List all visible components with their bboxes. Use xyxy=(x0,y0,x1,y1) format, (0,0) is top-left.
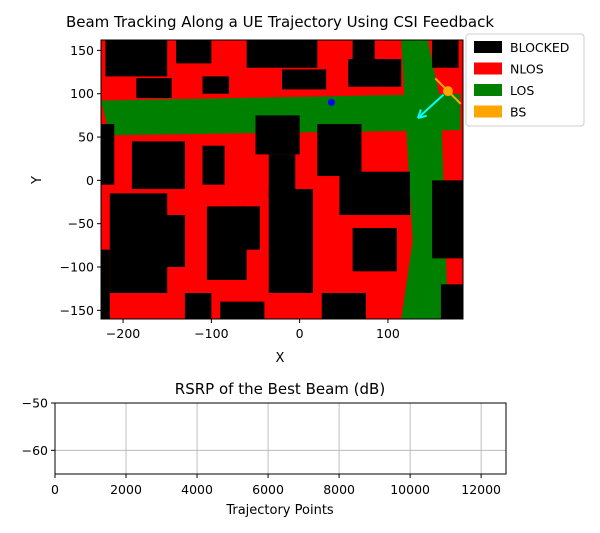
map-y-tick-label: −100 xyxy=(60,260,94,275)
rsrp-background xyxy=(55,403,506,474)
blocked-region-3 xyxy=(202,76,230,94)
map-y-tick-label: 50 xyxy=(78,130,94,145)
legend-swatch-nlos xyxy=(474,62,502,75)
rsrp-x-tick-label: 0 xyxy=(51,482,59,497)
map-y-tick-label: −50 xyxy=(68,216,94,231)
legend-swatch-bs xyxy=(474,105,502,118)
blocked-region-5 xyxy=(282,69,327,90)
beam-arrow-head-1 xyxy=(417,109,422,119)
rsrp-plot-area xyxy=(54,402,507,475)
blocked-region-4 xyxy=(246,40,318,68)
blocked-region-1 xyxy=(176,40,212,64)
rsrp-x-label: Trajectory Points xyxy=(225,503,334,518)
blocked-region-2 xyxy=(136,78,172,99)
map-y-tick-label: 100 xyxy=(70,86,94,101)
map-x-ticks: −200 −100 0 100 xyxy=(106,319,400,341)
blocked-region-14 xyxy=(109,193,168,294)
map-x-tick-label: −200 xyxy=(106,326,140,341)
map-regions xyxy=(101,40,463,319)
legend-swatch-blocked xyxy=(474,41,502,53)
blocked-region-15 xyxy=(158,215,185,268)
map-markers xyxy=(327,77,462,119)
legend-label-nlos: NLOS xyxy=(510,62,544,77)
map-y-ticks: −150 −100 −50 0 50 100 150 xyxy=(60,43,101,318)
blocked-region-7 xyxy=(352,40,375,60)
blocked-region-19 xyxy=(317,124,362,177)
rsrp-x-tick-label: 8000 xyxy=(323,482,355,497)
map-y-tick-label: 0 xyxy=(86,173,94,188)
los-region-0 xyxy=(101,93,461,136)
blocked-region-6 xyxy=(348,59,402,87)
legend-label-los: LOS xyxy=(510,83,534,98)
blocked-region-17 xyxy=(237,206,260,250)
beam-arrow-head-0 xyxy=(417,114,427,119)
rsrp-title: RSRP of the Best Beam (dB) xyxy=(175,380,385,398)
map-x-tick-label: 100 xyxy=(376,326,400,341)
blocked-region-22 xyxy=(432,180,463,259)
rsrp-x-tick-label: 10000 xyxy=(390,482,430,497)
map-y-label: Y xyxy=(30,176,45,185)
rsrp-y-tick-label: −60 xyxy=(22,443,48,458)
blocked-region-26 xyxy=(321,293,366,319)
base-station-marker xyxy=(442,86,453,97)
map-x-label: X xyxy=(276,351,285,366)
legend-box xyxy=(465,33,585,127)
blocked-region-10 xyxy=(131,141,185,190)
blocked-region-9 xyxy=(101,124,115,185)
blocked-region-12 xyxy=(255,115,300,155)
legend-label-bs: BS xyxy=(510,105,526,120)
blocked-region-20 xyxy=(339,171,411,216)
blocked-region-8 xyxy=(432,40,459,68)
blocked-region-0 xyxy=(105,40,168,77)
blocked-region-18 xyxy=(268,189,313,294)
blocked-region-11 xyxy=(202,145,225,185)
rsrp-x-tick-label: 6000 xyxy=(252,482,284,497)
blocked-region-27 xyxy=(440,284,463,319)
rsrp-y-ticks: −60 −50 xyxy=(22,396,55,458)
blocked-region-21 xyxy=(352,228,397,272)
beam-arrow-shaft xyxy=(417,93,445,119)
blocked-region-25 xyxy=(220,301,265,319)
legend-swatch-los xyxy=(474,84,502,96)
rsrp-x-tick-label: 2000 xyxy=(110,482,142,497)
blocked-region-24 xyxy=(184,293,212,319)
ue-marker xyxy=(327,98,335,106)
map-frame xyxy=(100,39,464,320)
rsrp-x-tick-label: 12000 xyxy=(461,482,501,497)
rsrp-x-tick-label: 4000 xyxy=(181,482,213,497)
rsrp-y-tick-label: −50 xyxy=(22,396,48,411)
map-x-tick-label: −100 xyxy=(194,326,228,341)
rsrp-frame xyxy=(54,402,507,475)
map-y-tick-label: 150 xyxy=(70,43,94,58)
map-title: Beam Tracking Along a UE Trajectory Usin… xyxy=(66,13,494,31)
map-legend: BLOCKED NLOS LOS BS xyxy=(465,33,585,127)
legend-label-blocked: BLOCKED xyxy=(510,40,569,55)
rsrp-x-ticks: 0 2000 4000 6000 8000 10000 12000 xyxy=(51,474,501,497)
map-x-tick-label: 0 xyxy=(296,326,304,341)
map-y-tick-label: −150 xyxy=(60,303,94,318)
map-plot-area xyxy=(100,39,464,320)
blocked-region-23 xyxy=(101,249,110,319)
